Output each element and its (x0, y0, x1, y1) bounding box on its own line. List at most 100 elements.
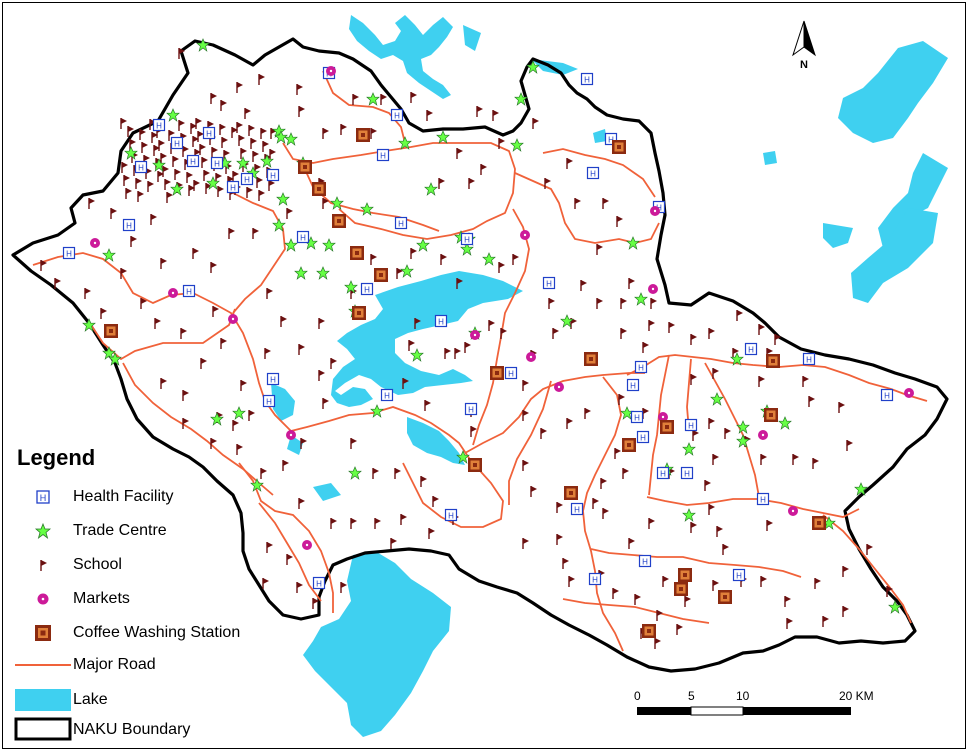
market-dot-icon (326, 66, 336, 76)
market-dot-icon (168, 288, 178, 298)
svg-text:H: H (884, 392, 890, 401)
school-flag-icon (716, 526, 723, 537)
trade-centre-star-icon (82, 318, 96, 332)
school-flag-icon (774, 334, 781, 345)
school-flag-icon (648, 518, 655, 529)
school-flag-icon (568, 576, 575, 587)
school-flag-icon (380, 94, 387, 105)
school-flag-icon (424, 400, 431, 411)
school-flag-icon (137, 191, 144, 202)
health-facility-icon: H (680, 466, 694, 480)
school-flag-icon (330, 358, 337, 369)
school-flag-icon (160, 153, 167, 164)
svg-text:H: H (508, 370, 514, 379)
school-flag-icon (866, 544, 873, 555)
legend-item-school: School (13, 551, 122, 579)
school-flag-icon (394, 468, 401, 479)
lake (463, 25, 481, 51)
school-flag-icon (188, 185, 195, 196)
school-flag-icon (480, 164, 487, 175)
school-flag-icon (246, 187, 253, 198)
school-flag-icon (444, 348, 451, 359)
trade-centre-star-icon (108, 352, 122, 366)
svg-text:H: H (584, 76, 590, 85)
svg-text:H: H (806, 356, 812, 365)
school-flag-icon (438, 178, 445, 189)
health-facility-icon: H (186, 154, 200, 168)
trade-centre-star-icon (366, 92, 380, 106)
major-road (514, 172, 660, 244)
school-flag-icon (220, 100, 227, 111)
lake (313, 483, 341, 501)
school-flag-icon (250, 138, 257, 149)
school-flag-icon (476, 106, 483, 117)
school-flag-icon (312, 598, 319, 609)
school-flag-icon (211, 147, 218, 158)
school-flag-icon (662, 576, 669, 587)
trade-centre-star-icon (626, 236, 640, 250)
svg-text:H: H (592, 576, 598, 585)
market-dot-icon (648, 284, 658, 294)
major-road (508, 380, 552, 505)
health-facility-icon: H (36, 490, 50, 504)
school-flag-icon (121, 162, 128, 173)
coffee-station-icon (812, 516, 826, 530)
trade-centre-star-icon (260, 154, 274, 168)
map-symbols-layer: H H H H H H H H H H H H H H H H H H H H H H H H H H H H H H H H H H H H H H H H… (40, 38, 914, 649)
legend-label: Trade Centre (73, 522, 167, 539)
school-flag-icon (248, 125, 255, 136)
svg-text:H: H (174, 140, 180, 149)
market-dot-icon (37, 593, 49, 605)
svg-text:H: H (638, 364, 644, 373)
trade-centre-star-icon (232, 406, 246, 420)
school-flag-icon (426, 110, 433, 121)
school-flag-icon (186, 172, 193, 183)
school-flag-icon (724, 428, 731, 439)
lake (331, 271, 523, 407)
coffee-station-icon (612, 140, 626, 154)
school-flag-icon (616, 216, 623, 227)
naku-boundary (11, 37, 949, 673)
legend-item-coffee: Coffee Washing Station (13, 619, 240, 647)
school-flag-icon (282, 460, 289, 471)
school-flag-icon (758, 376, 765, 387)
school-flag-icon (712, 454, 719, 465)
lake (303, 551, 451, 737)
school-flag-icon (690, 374, 697, 385)
coffee-station-icon (674, 582, 688, 596)
health-facility-icon: H (312, 576, 326, 590)
trade-centre-star-icon (400, 264, 414, 278)
school-flag-icon (566, 158, 573, 169)
svg-text:H: H (398, 220, 404, 229)
trade-centre-star-icon (348, 466, 362, 480)
svg-text:H: H (266, 398, 272, 407)
svg-text:H: H (464, 236, 470, 245)
health-facility-icon: H (390, 108, 404, 122)
school-flag-icon (322, 198, 329, 209)
school-flag-icon (468, 178, 475, 189)
coffee-station-icon (104, 324, 118, 338)
major-road (704, 362, 760, 498)
school-flag-icon (100, 308, 107, 319)
school-flag-icon (684, 596, 691, 607)
school-flag-icon (298, 344, 305, 355)
school-flag-icon (886, 586, 893, 597)
school-flag-icon (190, 123, 197, 134)
trade-centre-star-icon (124, 146, 138, 160)
school-flag-icon (792, 454, 799, 465)
legend-item-markets: Markets (13, 585, 130, 613)
school-flag-icon (54, 278, 61, 289)
major-road (32, 252, 472, 462)
lake (407, 417, 465, 465)
school-flag-icon (197, 131, 204, 142)
school-flag-icon (280, 316, 287, 327)
school-flag-icon (201, 157, 208, 168)
school-flag-icon (120, 118, 127, 129)
major-road (232, 192, 286, 314)
school-flag-icon (200, 358, 207, 369)
legend-item-road: Major Road (13, 651, 156, 679)
coffee-station-icon (718, 590, 732, 604)
trade-centre-star-icon (436, 130, 450, 144)
health-facility-icon: H (756, 492, 770, 506)
